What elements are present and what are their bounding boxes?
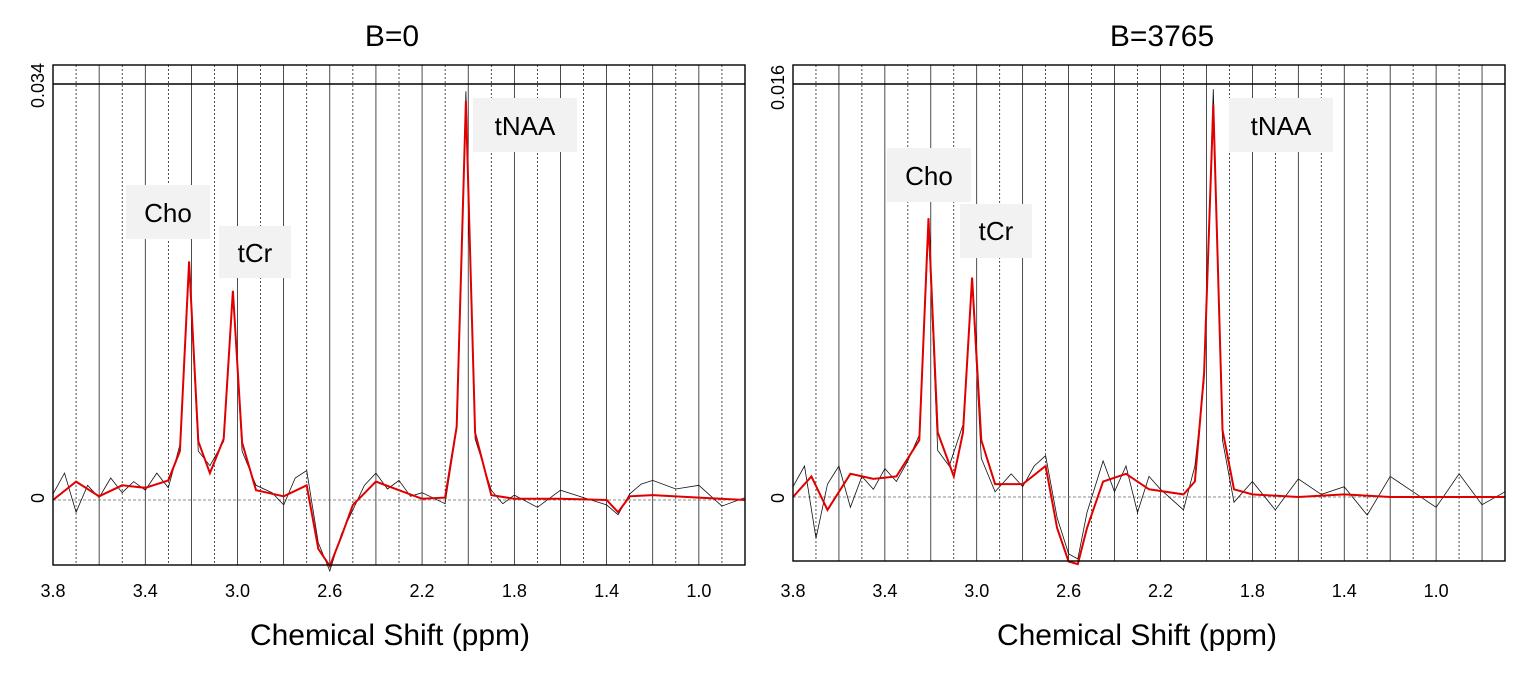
peak-label-box xyxy=(960,204,1032,258)
peak-label-text: tCr xyxy=(238,238,273,268)
peak-label-cho: Cho xyxy=(126,185,210,239)
x-tick-label: 1.4 xyxy=(594,581,619,601)
x-tick-label: 2.2 xyxy=(410,581,435,601)
peak-label-text: tNAA xyxy=(495,111,556,141)
peak-label-cho: Cho xyxy=(887,148,971,202)
measured-spectrum-line xyxy=(52,91,746,573)
y-tick-zero: 0 xyxy=(768,493,788,503)
x-tick-label: 3.8 xyxy=(780,581,805,601)
x-tick-label: 1.0 xyxy=(1424,581,1449,601)
peak-label-box xyxy=(219,226,291,278)
x-tick-label: 1.4 xyxy=(1332,581,1357,601)
x-tick-label: 3.0 xyxy=(225,581,250,601)
peak-label-text: tCr xyxy=(979,216,1014,246)
peak-label-box xyxy=(473,98,577,152)
x-tick-label: 3.4 xyxy=(133,581,158,601)
peak-label-box xyxy=(126,185,210,239)
peak-label-tcr: tCr xyxy=(960,204,1032,258)
x-axis-label: Chemical Shift (ppm) xyxy=(250,619,530,652)
x-tick-label: 3.0 xyxy=(964,581,989,601)
y-tick-max: 0.034 xyxy=(28,63,48,108)
x-tick-label: 3.8 xyxy=(40,581,65,601)
chart-title: B=0 xyxy=(365,20,419,53)
measured-spectrum-line xyxy=(792,89,1506,560)
peak-label-text: Cho xyxy=(905,161,953,191)
peak-label-text: Cho xyxy=(144,198,192,228)
y-tick-max: 0.016 xyxy=(768,65,788,110)
peak-label-tnaa: tNAA xyxy=(473,98,577,152)
fitted-spectrum-line xyxy=(52,101,746,569)
x-tick-label: 2.6 xyxy=(1056,581,1081,601)
y-tick-zero: 0 xyxy=(28,493,48,503)
x-tick-label: 1.8 xyxy=(502,581,527,601)
panel-b0: B=0 3.8 3.4 3.0 2.6 2.2 1.8 1.4 1.0 0.034 0 Cho… xyxy=(28,20,746,652)
peak-label-tnaa: tNAA xyxy=(1229,98,1333,152)
x-axis-ticks: 3.8 3.4 3.0 2.6 2.2 1.8 1.4 1.0 xyxy=(40,581,711,601)
plot-frame xyxy=(52,64,746,566)
peak-label-tcr: tCr xyxy=(219,226,291,278)
x-tick-label: 2.2 xyxy=(1148,581,1173,601)
x-tick-label: 1.8 xyxy=(1240,581,1265,601)
x-tick-label: 2.6 xyxy=(317,581,342,601)
x-tick-label: 1.0 xyxy=(686,581,711,601)
x-tick-label: 3.4 xyxy=(872,581,897,601)
peak-label-text: tNAA xyxy=(1251,111,1312,141)
x-axis-ticks: 3.8 3.4 3.0 2.6 2.2 1.8 1.4 1.0 xyxy=(780,581,1448,601)
vertical-gridlines xyxy=(792,65,1506,561)
chart-title: B=3765 xyxy=(1110,20,1214,53)
panel-b3765: B=3765 3.8 3.4 3.0 2.6 2.2 1.8 1.4 1.0 0.016 0 … xyxy=(768,20,1506,652)
peak-label-box xyxy=(887,148,971,202)
plot-frame xyxy=(792,64,1506,562)
x-axis-label: Chemical Shift (ppm) xyxy=(997,619,1277,652)
peak-label-box xyxy=(1229,98,1333,152)
